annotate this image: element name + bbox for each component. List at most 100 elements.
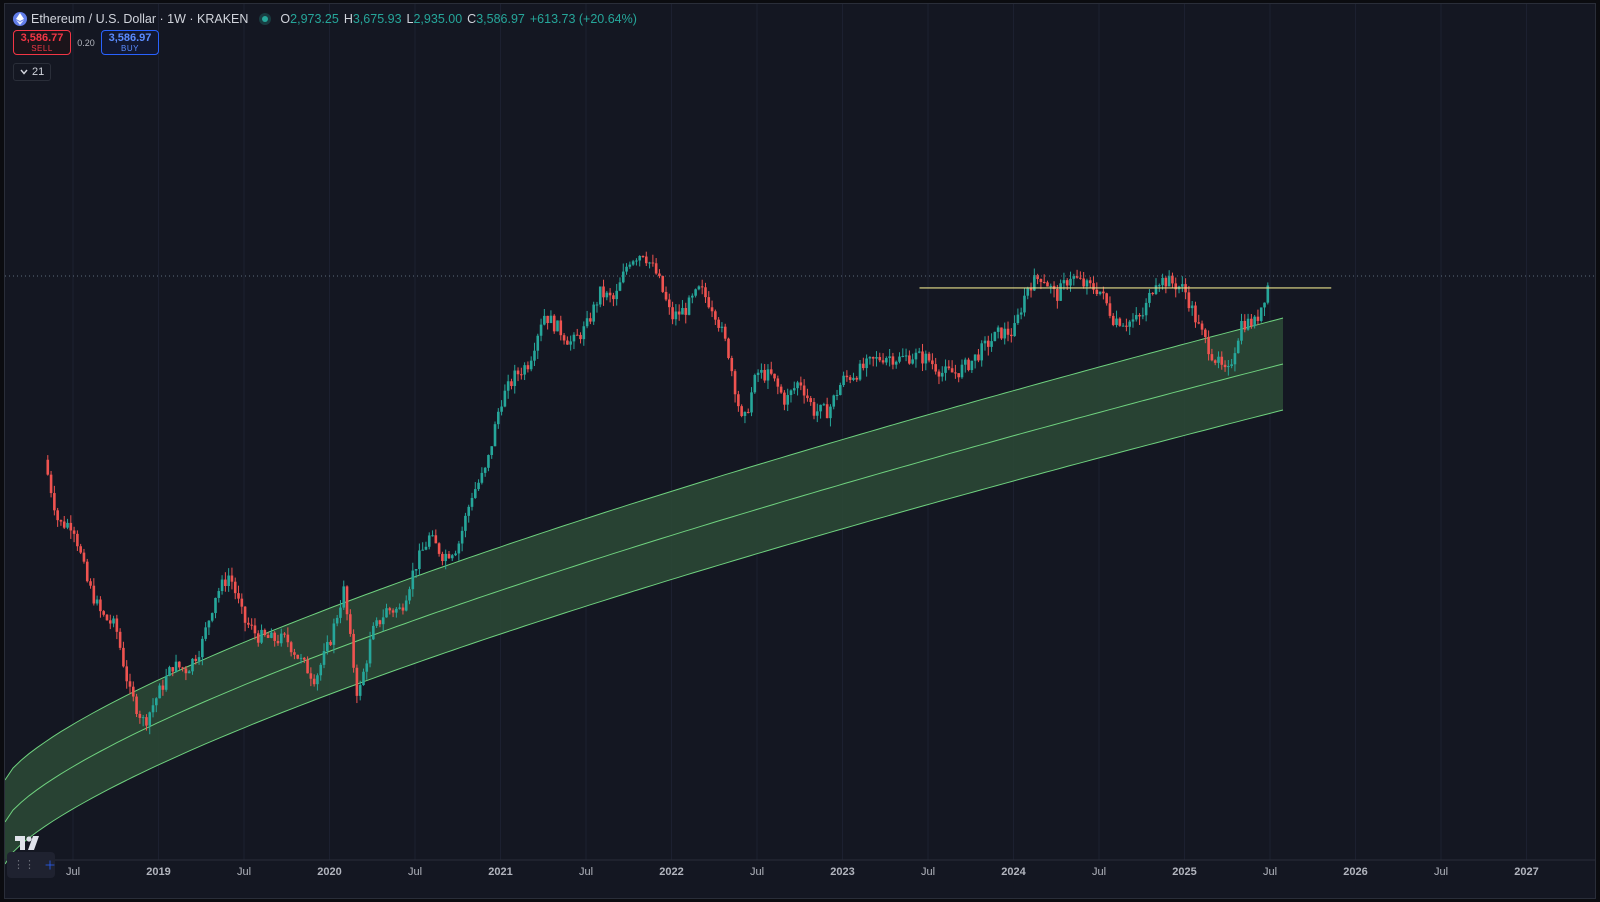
- change-value: +613.73 (+20.64%): [529, 12, 637, 26]
- candle-body: [855, 377, 859, 380]
- candle-body: [302, 657, 306, 660]
- candle-body: [980, 343, 984, 361]
- candle-body: [128, 681, 132, 687]
- candle-body: [529, 360, 533, 370]
- candle-body: [362, 671, 365, 686]
- candle-body: [878, 357, 882, 361]
- indicators-toggle-button[interactable]: 21: [13, 63, 52, 81]
- candle-body: [1095, 289, 1099, 294]
- candle-body: [888, 356, 891, 359]
- symbol-legend[interactable]: Ethereum / U.S. Dollar · 1W · KRAKEN O2,…: [13, 10, 637, 28]
- candle-body: [977, 354, 980, 361]
- candle-body: [1174, 283, 1178, 290]
- candle-body: [516, 370, 520, 375]
- candle-body: [1115, 318, 1118, 325]
- candle-body: [898, 356, 901, 362]
- candle-body: [960, 364, 964, 378]
- candle-body: [141, 717, 145, 719]
- candle-body: [158, 685, 161, 699]
- candle-body: [1263, 302, 1266, 308]
- candle-body: [299, 657, 303, 659]
- candle-body: [1098, 291, 1102, 294]
- tradingview-logo[interactable]: [15, 836, 41, 855]
- candle-body: [164, 675, 168, 690]
- candle-body: [263, 629, 267, 636]
- candle-body: [1049, 285, 1053, 287]
- candle-body: [684, 308, 688, 315]
- candle-body: [1121, 325, 1125, 327]
- candle-body: [641, 256, 645, 258]
- candle-body: [250, 624, 253, 626]
- close-label: C: [467, 12, 477, 26]
- candle-body: [536, 335, 540, 351]
- candle-body: [628, 264, 632, 267]
- candle-body: [319, 664, 323, 676]
- candle-body: [503, 390, 507, 407]
- candle-body: [253, 625, 257, 634]
- chart-pane[interactable]: Jul 2019 Jul 2020 Jul 2021 Jul 2022 Jul 2023 Jul 20…: [4, 3, 1596, 899]
- candle-body: [839, 385, 842, 396]
- drag-handle-icon[interactable]: ⋮⋮: [13, 858, 35, 871]
- regression-band: [5, 317, 1284, 865]
- candle-body: [668, 299, 671, 308]
- candle-body: [957, 373, 960, 378]
- candle-body: [424, 546, 428, 550]
- spread-value: 0.20: [77, 37, 95, 48]
- candle-body: [270, 632, 273, 638]
- candle-body: [911, 359, 914, 364]
- candle-body: [59, 520, 63, 522]
- candle-body: [733, 371, 737, 395]
- price-chart[interactable]: Jul 2019 Jul 2020 Jul 2021 Jul 2022 Jul 2023 Jul 20…: [5, 4, 1596, 899]
- candle-body: [1167, 275, 1171, 287]
- candle-body: [1118, 318, 1122, 326]
- candle-body: [243, 606, 247, 623]
- candle-body: [799, 382, 803, 386]
- candle-body: [783, 392, 786, 405]
- candle-body: [681, 308, 684, 315]
- candle-body: [148, 712, 152, 726]
- candle-body: [395, 608, 398, 613]
- candle-body: [487, 455, 490, 468]
- candle-body: [644, 256, 648, 264]
- candle-body: [648, 262, 651, 264]
- candle-body: [375, 620, 378, 626]
- high-value: 3,675.93: [352, 12, 402, 26]
- candle-body: [1207, 336, 1210, 355]
- time-axis-tick-label: 2021: [488, 866, 512, 878]
- candle-body: [1253, 316, 1256, 327]
- chevron-down-icon: [20, 69, 28, 75]
- buy-button[interactable]: 3,586.97 BUY: [101, 30, 159, 55]
- candle-body: [388, 608, 392, 611]
- candle-body: [355, 667, 359, 696]
- candle-body: [1204, 329, 1207, 337]
- symbol-title[interactable]: Ethereum / U.S. Dollar · 1W · KRAKEN: [31, 12, 249, 26]
- candle-body: [1019, 312, 1023, 315]
- candle-body: [174, 661, 178, 672]
- candle-body: [871, 357, 875, 359]
- candle-body: [996, 327, 1000, 332]
- candle-body: [881, 360, 885, 363]
- candle-body: [145, 717, 148, 726]
- candle-body: [464, 515, 467, 531]
- candle-body: [671, 307, 674, 320]
- candle-body: [138, 713, 142, 718]
- candle-body: [608, 292, 612, 296]
- candle-body: [674, 311, 678, 320]
- candle-body: [704, 287, 707, 298]
- candle-body: [1181, 284, 1184, 287]
- candle-body: [1023, 295, 1026, 313]
- time-axis-tick-label: 2022: [659, 866, 683, 878]
- candle-body: [240, 598, 244, 607]
- candle-body: [559, 320, 563, 336]
- time-axis-tick-label: Jul: [1263, 866, 1277, 878]
- sell-button[interactable]: 3,586.77 SELL: [13, 30, 71, 55]
- candle-body: [993, 331, 997, 342]
- crosshair-icon[interactable]: [45, 856, 55, 874]
- candle-body: [506, 381, 510, 391]
- candle-body: [296, 654, 300, 659]
- candle-body: [815, 411, 819, 416]
- candle-body: [1092, 283, 1095, 290]
- low-value: 2,935.00: [413, 12, 463, 26]
- candle-body: [1230, 364, 1233, 367]
- candle-body: [434, 535, 438, 544]
